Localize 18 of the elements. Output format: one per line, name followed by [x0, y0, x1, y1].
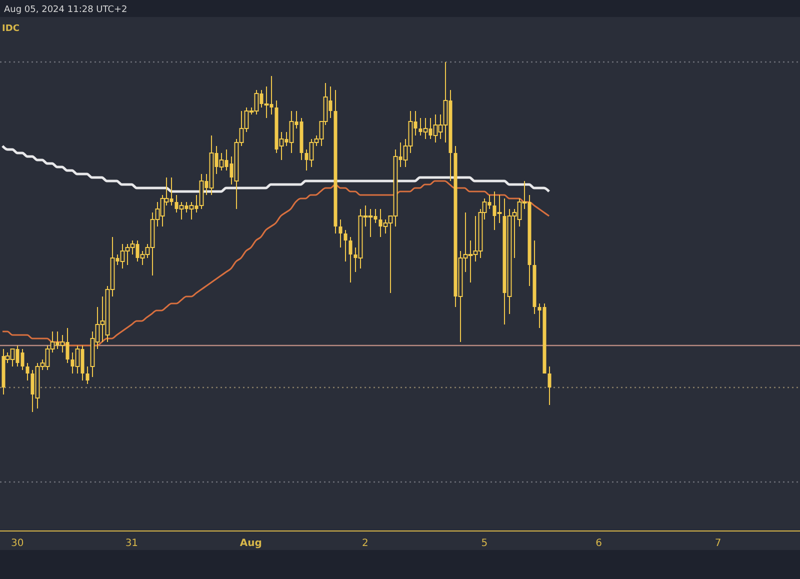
candlestick	[548, 366, 552, 406]
x-tick-label: 5	[481, 538, 488, 549]
chart-subtitle: Aug 05, 2024 11:28 UTC+2	[4, 5, 128, 15]
candlestick	[338, 219, 342, 248]
candlestick	[497, 194, 502, 224]
x-tick-label: Aug	[240, 538, 262, 549]
candlestick	[86, 366, 90, 384]
chart-title: IDC	[2, 24, 20, 34]
x-tick-label: 2	[362, 538, 368, 549]
candlestick	[532, 240, 536, 314]
candlestick	[26, 362, 30, 381]
candlestick	[344, 230, 348, 262]
candlestick	[348, 236, 352, 283]
x-tick-label: 30	[11, 538, 24, 549]
x-tick-label: 6	[596, 538, 602, 549]
x-tick-label: 7	[714, 538, 722, 549]
candlestick	[334, 90, 338, 234]
x-tick-label: 31	[125, 538, 138, 549]
